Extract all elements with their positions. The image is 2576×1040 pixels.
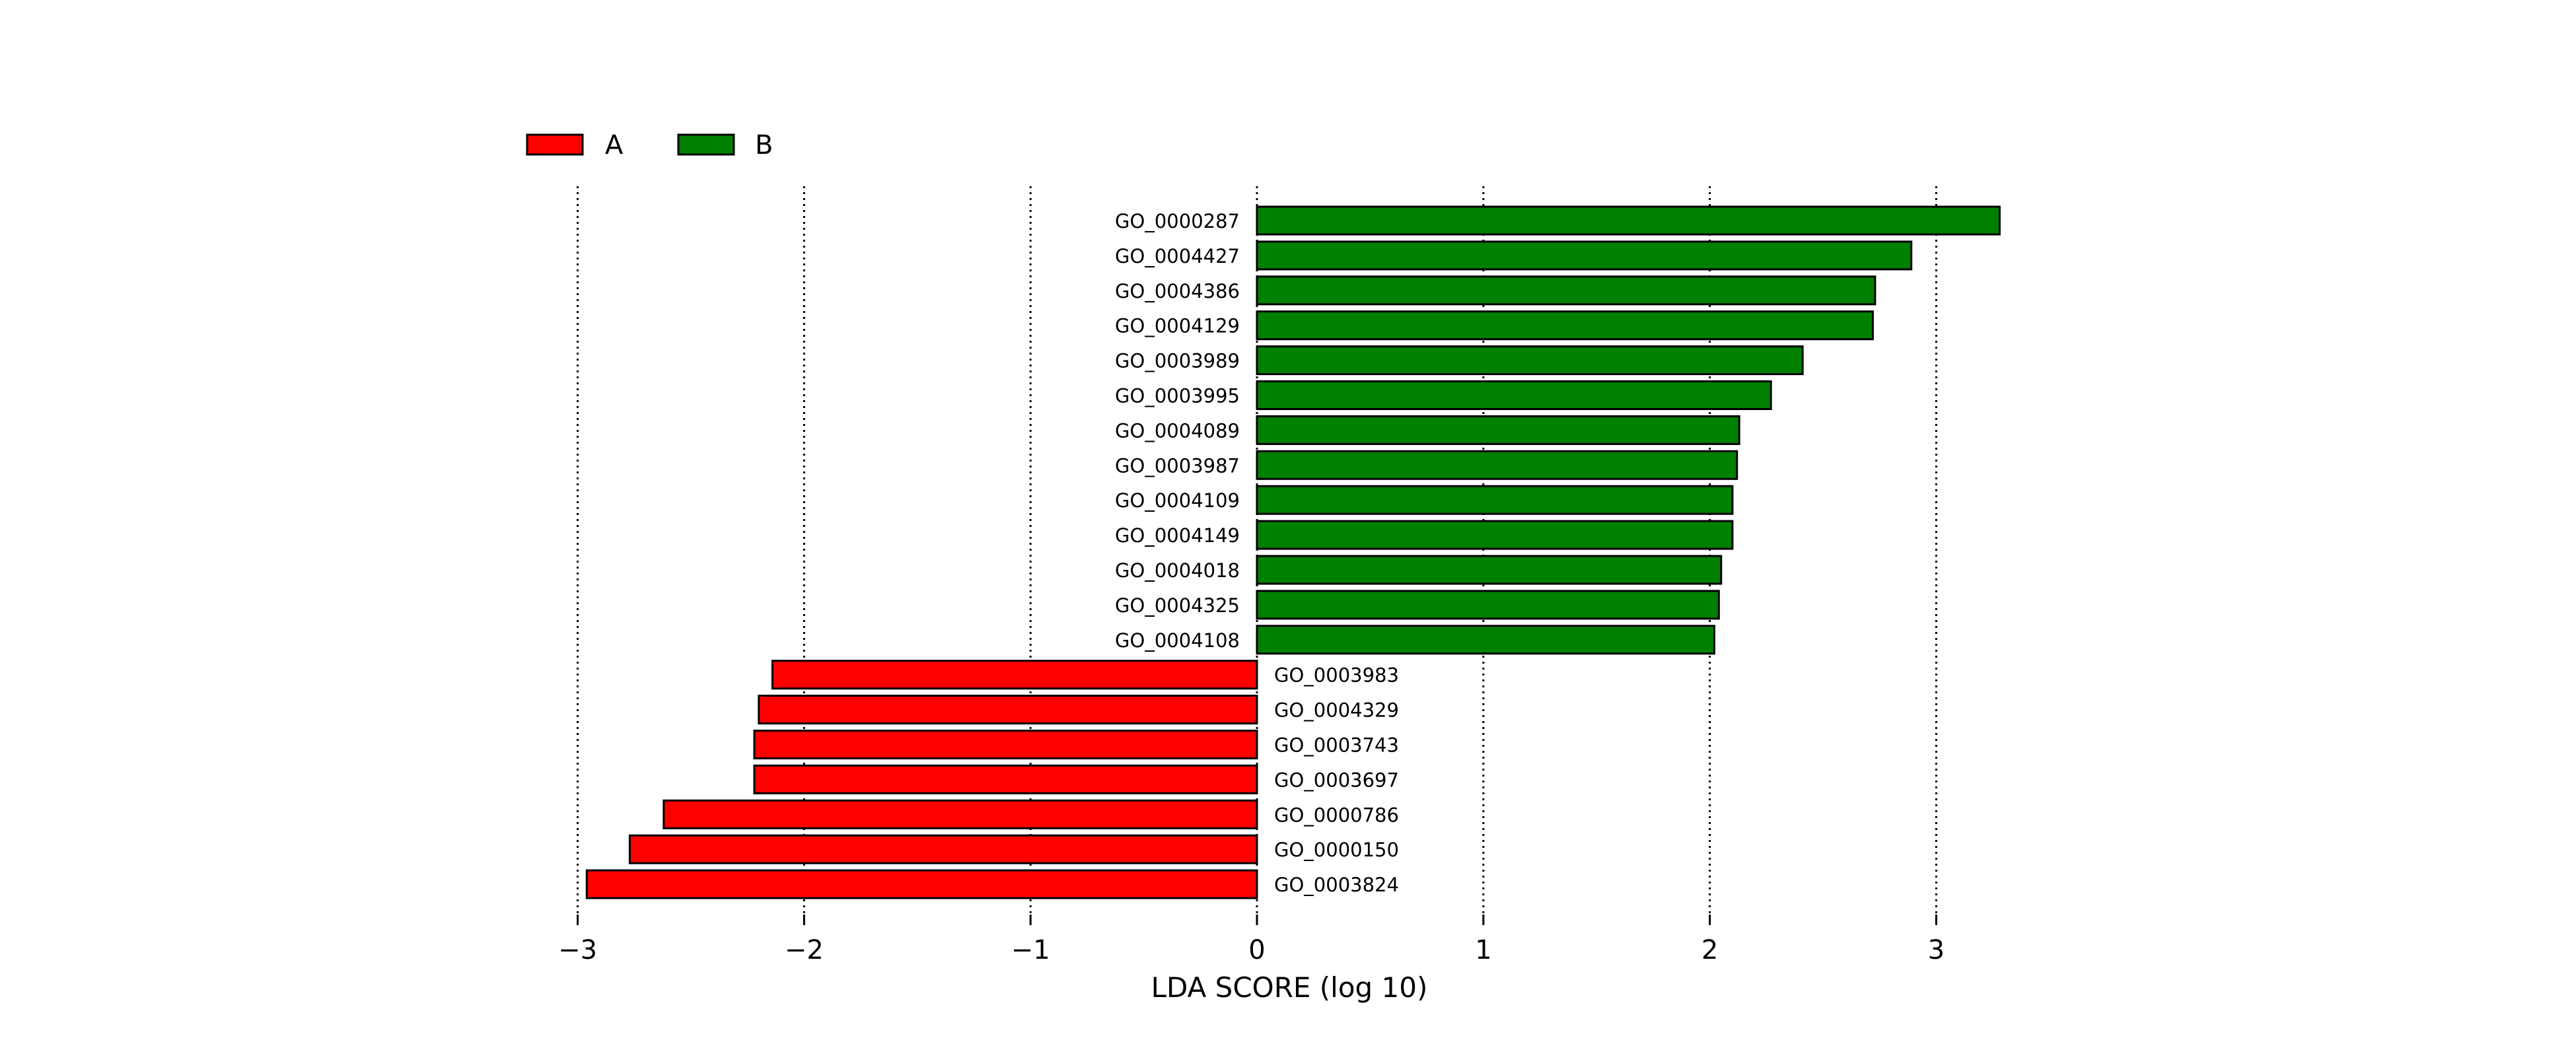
bar-label: GO_0004325 [1115,594,1240,617]
x-axis-label: LDA SCORE (log 10) [1151,971,1428,1004]
bar [1256,240,1913,271]
x-tick-label: 1 [1475,935,1491,965]
bar-label: GO_0004018 [1115,559,1240,582]
bar-label: GO_0004149 [1115,524,1240,547]
bar [662,799,1258,829]
bar-label: GO_0003983 [1274,664,1399,687]
bars [585,205,2001,899]
bar [1256,380,1772,410]
bar [1256,520,1734,550]
x-axis: −3 −2 −1 0 1 2 3 [558,915,1945,965]
legend-swatch [526,133,584,156]
bar-label: GO_0000150 [1274,839,1399,861]
bar [1256,275,1877,306]
bar [628,834,1258,864]
x-tick-label: −1 [1011,935,1050,965]
bar-label: GO_0003989 [1115,350,1240,372]
bar-label: GO_0000786 [1274,804,1399,826]
bar [1256,450,1738,480]
bar-labels: GO_0000287 GO_0004427 GO_0004386 GO_0004129… [1115,210,1399,896]
bar-label: GO_0003697 [1274,769,1399,791]
x-tick-label: 0 [1248,935,1265,965]
bar [771,660,1258,690]
bar-label: GO_0004386 [1115,280,1240,302]
bar-label: GO_0000287 [1115,210,1240,232]
bar [758,695,1258,725]
bar-label: GO_0004109 [1115,489,1240,512]
x-tick-label: −3 [558,935,597,965]
bar-label: GO_0003824 [1274,874,1399,896]
bar-label: GO_0004427 [1115,245,1240,267]
bar [1256,310,1874,341]
bar [753,764,1258,794]
x-tick-label: 2 [1701,935,1718,965]
bar-label: GO_0004108 [1115,629,1240,652]
bar [1256,555,1723,585]
bar [1256,205,2001,236]
legend-label: A [605,130,624,160]
x-tick-label: −2 [785,935,824,965]
bar [1256,485,1734,515]
bar [1256,625,1715,655]
bar-label: GO_0004129 [1115,315,1240,337]
x-tick-label: 3 [1928,935,1945,965]
bar-label: GO_0003987 [1115,454,1240,477]
bar [585,869,1258,899]
bar-label: GO_0003995 [1115,385,1240,407]
bar-label: GO_0004329 [1274,699,1399,722]
bar-label: GO_0004089 [1115,419,1240,442]
bar [1256,415,1740,445]
bar [1256,345,1804,376]
legend-swatch [677,133,735,156]
bar [1256,590,1720,620]
bar [753,730,1258,759]
bar-label: GO_0003743 [1274,734,1399,757]
legend-label: B [755,130,773,160]
